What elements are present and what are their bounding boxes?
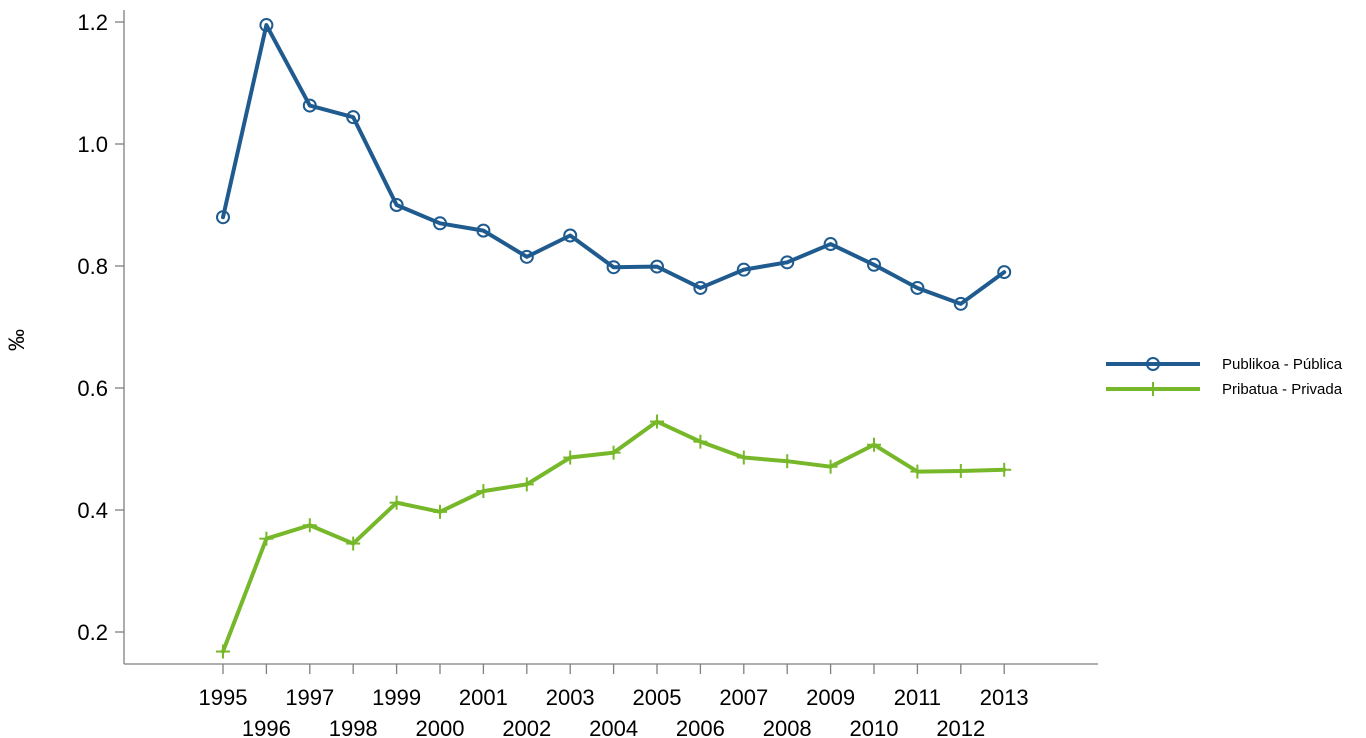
data-point <box>650 414 664 429</box>
y-tick-label: 0.8 <box>77 254 108 279</box>
x-tick-label: 2010 <box>850 716 899 738</box>
data-point <box>433 216 447 231</box>
data-point <box>519 249 534 264</box>
data-point <box>389 495 404 510</box>
x-tick-label: 1999 <box>372 685 421 710</box>
x-tick-label: 2007 <box>719 685 768 710</box>
data-point <box>910 464 925 479</box>
data-point <box>563 450 578 465</box>
data-point <box>259 531 274 546</box>
legend-marker <box>1146 382 1160 396</box>
data-point <box>519 477 534 492</box>
data-point <box>780 454 795 469</box>
y-axis-label-group: ‰ <box>4 329 29 351</box>
x-tick-label: 2003 <box>546 685 595 710</box>
x-tick-label: 2004 <box>589 716 638 738</box>
y-tick-label: 0.6 <box>77 376 108 401</box>
data-point <box>736 450 751 465</box>
data-point <box>389 198 404 212</box>
y-tick-label: 1.0 <box>77 132 108 157</box>
series-pribatua <box>216 414 1012 659</box>
data-point <box>259 18 274 33</box>
series-group <box>216 18 1012 659</box>
data-point <box>216 644 230 659</box>
data-point <box>302 518 317 533</box>
legend-label: Pribatua - Privada <box>1222 381 1343 398</box>
x-tick-label: 2006 <box>676 716 725 738</box>
data-point <box>650 259 664 274</box>
data-point <box>780 255 795 270</box>
data-point <box>823 237 838 252</box>
x-tick-label: 2012 <box>936 716 985 738</box>
x-tick-label: 2001 <box>459 685 508 710</box>
data-point <box>346 536 361 551</box>
x-tick-label: 2000 <box>416 716 465 738</box>
data-point <box>346 110 361 125</box>
data-point <box>736 262 751 277</box>
y-axis-label: ‰ <box>4 329 29 351</box>
x-tick-label: 1997 <box>285 685 334 710</box>
series-publikoa <box>216 18 1012 311</box>
series-line <box>221 23 1007 306</box>
x-tick-label: 1998 <box>329 716 378 738</box>
x-tick-label: 2005 <box>633 685 682 710</box>
data-point <box>867 437 881 452</box>
data-point <box>867 257 881 272</box>
legend-marker <box>1146 357 1160 371</box>
data-point <box>476 484 491 499</box>
x-tick-label: 2011 <box>894 685 941 710</box>
x-tick-label: 2002 <box>502 716 551 738</box>
x-tick-label: 1996 <box>242 716 291 738</box>
data-point <box>997 462 1012 477</box>
legend-label: Publikoa - Pública <box>1222 356 1343 373</box>
data-point <box>302 98 317 113</box>
legend-item: Publikoa - Pública <box>1106 356 1343 373</box>
data-point <box>953 296 968 311</box>
x-tick-label: 2009 <box>806 685 855 710</box>
x-tick-label: 2013 <box>980 685 1029 710</box>
data-point <box>693 280 708 295</box>
data-point <box>693 434 708 449</box>
data-point <box>606 260 621 275</box>
data-point <box>563 228 578 243</box>
y-tick-label: 0.2 <box>77 620 108 645</box>
y-tick-label: 1.2 <box>77 10 108 35</box>
x-tick-label: 2008 <box>763 716 812 738</box>
y-tick-label: 0.4 <box>77 498 108 523</box>
legend: Publikoa - Pública Pribatua - Privada <box>1106 356 1343 398</box>
data-point <box>997 265 1012 280</box>
data-point <box>953 463 968 478</box>
legend-item: Pribatua - Privada <box>1106 381 1343 398</box>
data-point <box>823 459 838 474</box>
data-point <box>433 504 447 519</box>
axes: 0.2 0.4 0.6 0.8 1.0 1.2 1995 1996 1997 1998 1999 20… <box>77 10 1098 738</box>
data-point <box>606 445 621 460</box>
data-point <box>476 223 491 238</box>
x-tick-label: 1995 <box>199 685 248 710</box>
data-point <box>216 210 230 225</box>
data-point <box>910 280 925 295</box>
